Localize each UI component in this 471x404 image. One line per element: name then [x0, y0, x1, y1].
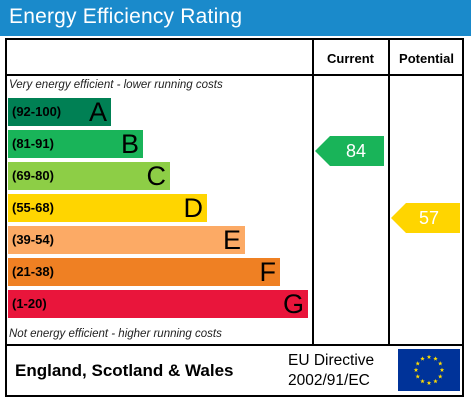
band-letter: G	[282, 289, 304, 319]
eu-star	[433, 378, 438, 384]
eu-star	[415, 361, 421, 366]
current-rating-arrow: 84	[315, 136, 384, 166]
eu-star	[426, 380, 432, 385]
band-a: (92-100) A	[8, 97, 111, 127]
region-label: England, Scotland & Wales	[15, 361, 234, 380]
eu-star	[437, 374, 443, 379]
potential-column-header: Potential	[399, 51, 454, 66]
column-divider-potential	[388, 38, 390, 345]
band-range: (69-80)	[12, 168, 54, 183]
current-arrow-shape	[315, 136, 384, 166]
eu-directive-number: 2002/91/EC	[288, 372, 370, 389]
band-letter: E	[222, 225, 241, 255]
band-range: (81-91)	[12, 136, 54, 151]
band-letter: F	[259, 257, 277, 287]
eu-star	[426, 354, 432, 359]
eu-star	[437, 361, 443, 366]
eu-directive-label: EU Directive	[288, 352, 375, 369]
eu-star	[415, 374, 421, 379]
efficient-note: Very energy efficient - lower running co…	[9, 79, 223, 91]
eu-star	[433, 356, 438, 361]
band-range: (1-20)	[12, 296, 47, 311]
band-range: (21-38)	[12, 264, 54, 279]
band-g: (1-20) G	[8, 289, 308, 319]
eu-stars	[413, 354, 445, 385]
potential-rating-arrow: 57	[391, 203, 460, 233]
band-letter: C	[146, 161, 167, 191]
current-column-header: Current	[327, 51, 374, 66]
eu-star	[420, 378, 425, 384]
eu-star	[420, 356, 425, 361]
chart-title: Energy Efficiency Rating	[9, 5, 243, 28]
potential-rating-value: 57	[418, 208, 439, 228]
potential-arrow-shape	[391, 203, 460, 233]
band-f: (21-38) F	[8, 257, 280, 287]
band-letter: B	[120, 129, 139, 159]
band-letter: A	[88, 97, 107, 127]
current-rating-value: 84	[345, 141, 366, 161]
eu-star	[439, 367, 445, 372]
band-e: (39-54) E	[8, 225, 245, 255]
header-divider	[5, 74, 464, 76]
band-range: (92-100)	[12, 104, 62, 119]
band-letter: D	[183, 193, 204, 223]
band-b: (81-91) B	[8, 129, 143, 159]
rating-frame	[5, 38, 464, 397]
footer-divider	[5, 344, 464, 346]
inefficient-note: Not energy efficient - higher running co…	[9, 328, 222, 340]
band-range: (39-54)	[12, 232, 54, 247]
band-range: (55-68)	[12, 200, 54, 215]
eu-flag-icon	[398, 349, 460, 391]
title-bar: Energy Efficiency Rating	[0, 0, 471, 36]
column-divider-current	[312, 38, 314, 345]
band-d: (55-68) D	[8, 193, 207, 223]
eu-star	[413, 367, 419, 372]
band-c: (69-80) C	[8, 161, 170, 191]
